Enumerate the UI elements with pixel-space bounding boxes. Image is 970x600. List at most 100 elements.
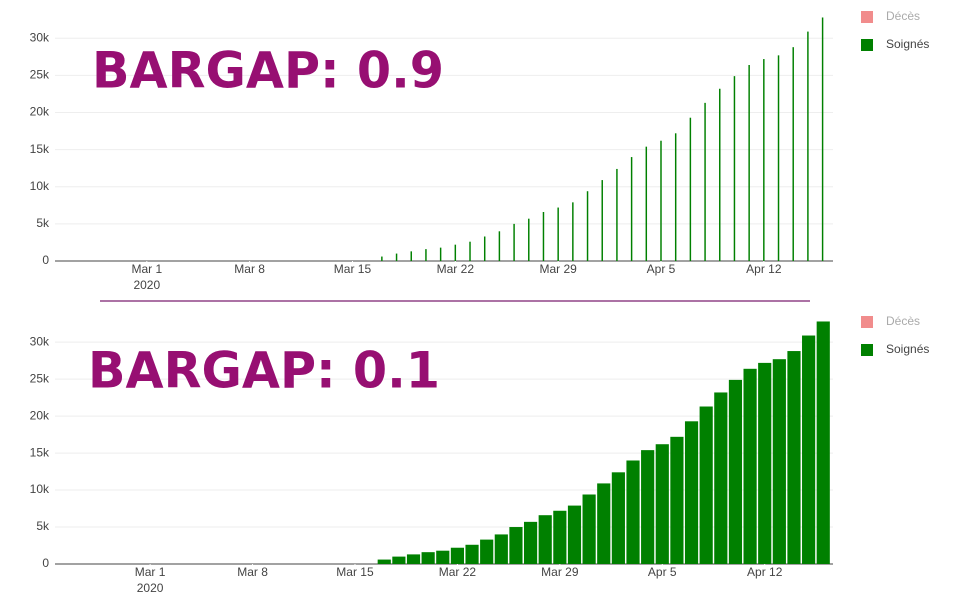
bar bbox=[641, 450, 655, 564]
bar bbox=[684, 421, 699, 564]
bar bbox=[714, 392, 728, 564]
bar bbox=[494, 534, 508, 564]
y-tick-label: 20k bbox=[30, 105, 50, 119]
y-tick-label: 0 bbox=[42, 556, 49, 570]
x-tick-label: Mar 15 bbox=[334, 262, 372, 276]
bar bbox=[582, 494, 596, 564]
bar bbox=[792, 47, 794, 261]
bar bbox=[763, 59, 765, 261]
bar bbox=[465, 544, 479, 564]
bar bbox=[553, 510, 567, 564]
y-tick-label: 30k bbox=[30, 30, 50, 44]
bar bbox=[743, 368, 757, 564]
bar bbox=[395, 253, 398, 261]
legend-label: Soignés bbox=[886, 342, 929, 356]
bar bbox=[528, 218, 530, 261]
bar bbox=[777, 55, 780, 262]
x-tick-label: Mar 1 2020 bbox=[135, 565, 166, 595]
x-tick-label: Mar 29 bbox=[541, 565, 579, 579]
x-tick-label: Mar 22 bbox=[439, 565, 477, 579]
bar bbox=[538, 515, 552, 564]
bar bbox=[469, 241, 471, 261]
bar bbox=[436, 550, 450, 564]
x-tick-label: Apr 12 bbox=[746, 262, 782, 276]
bar bbox=[439, 247, 442, 261]
bar bbox=[392, 556, 406, 564]
bar bbox=[377, 559, 391, 564]
bar bbox=[601, 180, 603, 261]
bar bbox=[509, 527, 523, 564]
annotation: BARGAP: 0.9 bbox=[92, 42, 444, 100]
x-tick-label: Apr 12 bbox=[747, 565, 783, 579]
annotation: BARGAP: 0.1 bbox=[88, 342, 440, 400]
bar bbox=[557, 207, 559, 261]
bar bbox=[483, 236, 486, 261]
bar bbox=[567, 505, 582, 564]
bar bbox=[480, 539, 494, 564]
bar bbox=[758, 362, 772, 564]
bar bbox=[523, 521, 538, 564]
bar bbox=[450, 547, 464, 564]
x-tick-label: Mar 8 bbox=[237, 565, 268, 579]
y-tick-label: 15k bbox=[30, 142, 50, 156]
y-tick-label: 25k bbox=[30, 68, 50, 82]
y-tick-label: 10k bbox=[30, 179, 50, 193]
bar bbox=[542, 212, 545, 261]
bar bbox=[674, 133, 677, 261]
bar bbox=[597, 483, 611, 564]
bar bbox=[670, 436, 684, 564]
y-tick-label: 30k bbox=[30, 334, 50, 348]
x-tick-label: Mar 22 bbox=[437, 262, 475, 276]
bar bbox=[425, 249, 427, 261]
bar bbox=[611, 472, 625, 564]
bar bbox=[513, 223, 515, 261]
y-tick-label: 20k bbox=[30, 408, 50, 422]
bar bbox=[733, 76, 736, 262]
bar bbox=[719, 88, 721, 262]
legend-swatch bbox=[861, 11, 873, 23]
legend-label: Décès bbox=[886, 314, 920, 328]
y-tick-label: 5k bbox=[36, 216, 50, 230]
x-tick-label: Mar 29 bbox=[539, 262, 577, 276]
bar bbox=[772, 359, 786, 564]
bar bbox=[655, 444, 669, 564]
bar bbox=[410, 251, 412, 261]
y-tick-label: 0 bbox=[42, 253, 49, 267]
bar bbox=[381, 256, 383, 261]
bar bbox=[616, 168, 618, 261]
y-tick-label: 15k bbox=[30, 445, 50, 459]
bar bbox=[728, 379, 743, 564]
legend-label: Décès bbox=[886, 9, 920, 23]
x-tick-label: Apr 5 bbox=[648, 565, 677, 579]
bar bbox=[454, 244, 457, 261]
legend-label: Soignés bbox=[886, 37, 929, 51]
bar bbox=[586, 191, 589, 261]
bar bbox=[807, 31, 809, 261]
bar bbox=[406, 554, 421, 564]
x-tick-label: Mar 1 2020 bbox=[131, 262, 162, 292]
bar bbox=[630, 157, 633, 261]
x-tick-label: Mar 15 bbox=[336, 565, 374, 579]
y-tick-label: 10k bbox=[30, 482, 50, 496]
bar bbox=[699, 406, 713, 564]
bar bbox=[626, 460, 640, 564]
bar bbox=[498, 231, 501, 261]
bar bbox=[645, 146, 648, 261]
bar bbox=[787, 351, 801, 564]
y-tick-label: 25k bbox=[30, 371, 50, 385]
legend-swatch bbox=[861, 316, 873, 328]
bar bbox=[572, 202, 574, 261]
y-tick-label: 5k bbox=[36, 519, 50, 533]
bar bbox=[802, 335, 816, 564]
bar bbox=[816, 321, 830, 564]
x-tick-label: Apr 5 bbox=[647, 262, 676, 276]
legend-swatch bbox=[861, 39, 873, 51]
bar bbox=[748, 65, 750, 261]
legend-swatch bbox=[861, 344, 873, 356]
bar bbox=[704, 102, 706, 261]
bar bbox=[821, 17, 824, 261]
bar bbox=[421, 552, 435, 564]
bar bbox=[689, 117, 692, 261]
